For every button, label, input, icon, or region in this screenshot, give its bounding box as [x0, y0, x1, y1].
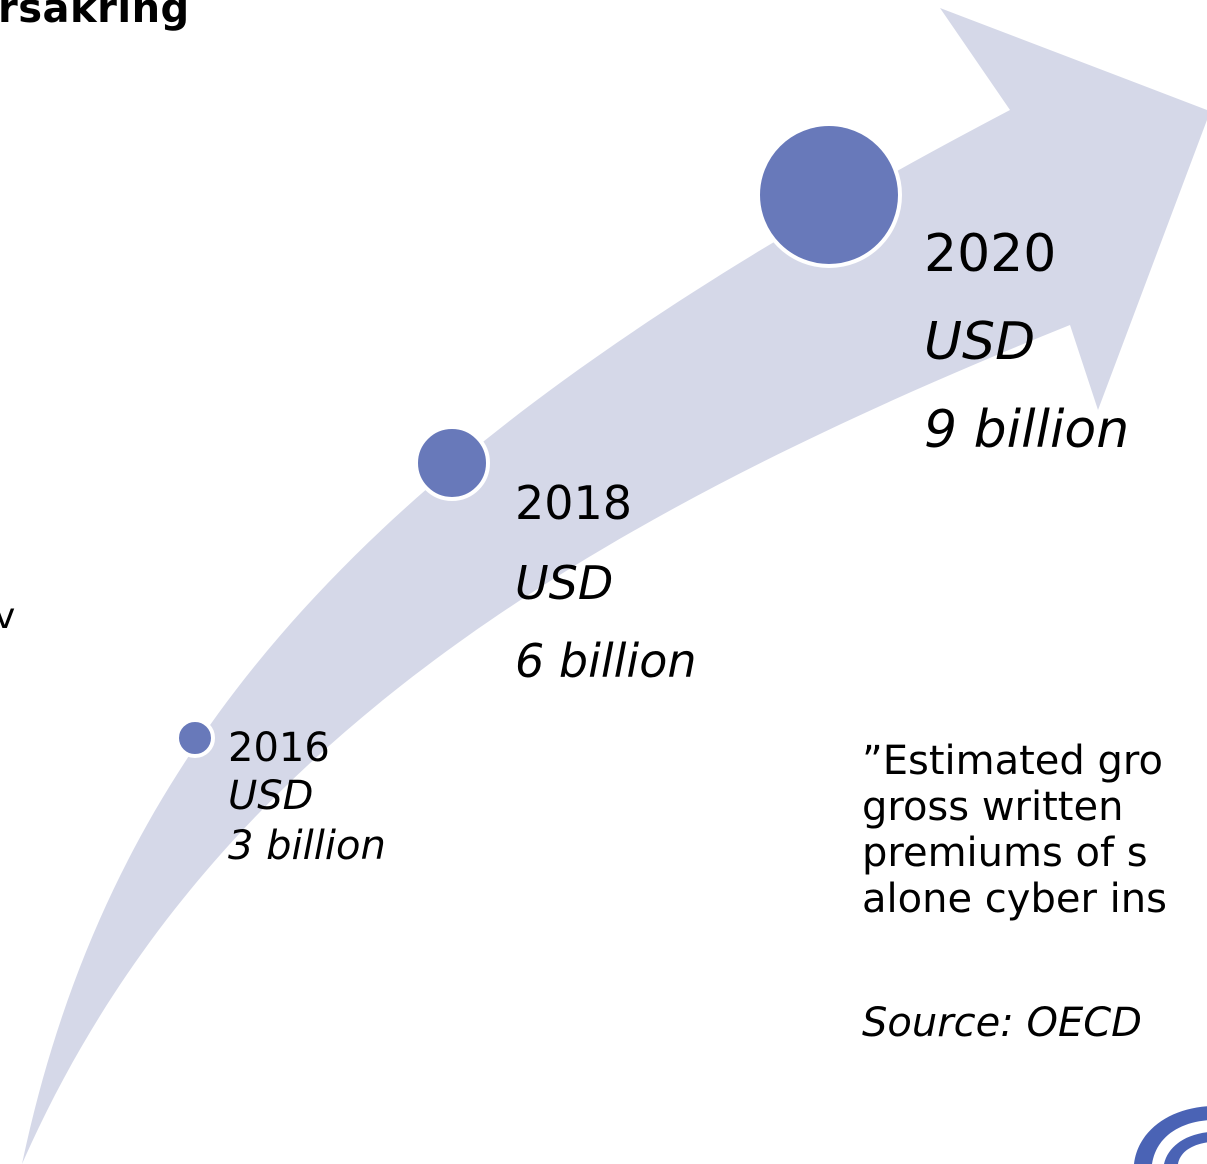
marker-2020: [756, 122, 902, 268]
growth-arrow: [22, 8, 1207, 1164]
quote-line: alone cyber ins: [862, 876, 1167, 922]
milestone-2018: 2018 USD 6 billion: [515, 480, 697, 684]
quote-line: gross written: [862, 784, 1124, 830]
quote-text: ”Estimated gro gross written premiums of…: [862, 738, 1167, 922]
milestone-year: 2016: [228, 725, 330, 771]
milestone-year: 2018: [515, 476, 633, 530]
quote-line: premiums of s: [862, 830, 1148, 876]
milestone-amount: 6 billion: [515, 634, 697, 688]
source-citation: Source: OECD: [862, 1000, 1142, 1046]
logo-icon: [1134, 1106, 1207, 1164]
milestone-amount: 9 billion: [924, 400, 1130, 460]
side-text-fragment: v: [0, 596, 16, 637]
quote-line: ”Estimated gro: [862, 738, 1163, 784]
slide-title: rsäkring: [0, 0, 190, 32]
marker-2018: [414, 425, 490, 501]
milestone-currency: USD: [924, 312, 1036, 372]
milestone-amount: 3 billion: [228, 823, 386, 869]
milestone-2016: 2016 USD 3 billion: [228, 728, 386, 866]
milestone-currency: USD: [515, 556, 614, 610]
milestone-2020: 2020 USD 9 billion: [924, 228, 1129, 456]
milestone-currency: USD: [228, 773, 314, 819]
milestone-year: 2020: [924, 224, 1057, 284]
marker-2016: [175, 718, 215, 758]
